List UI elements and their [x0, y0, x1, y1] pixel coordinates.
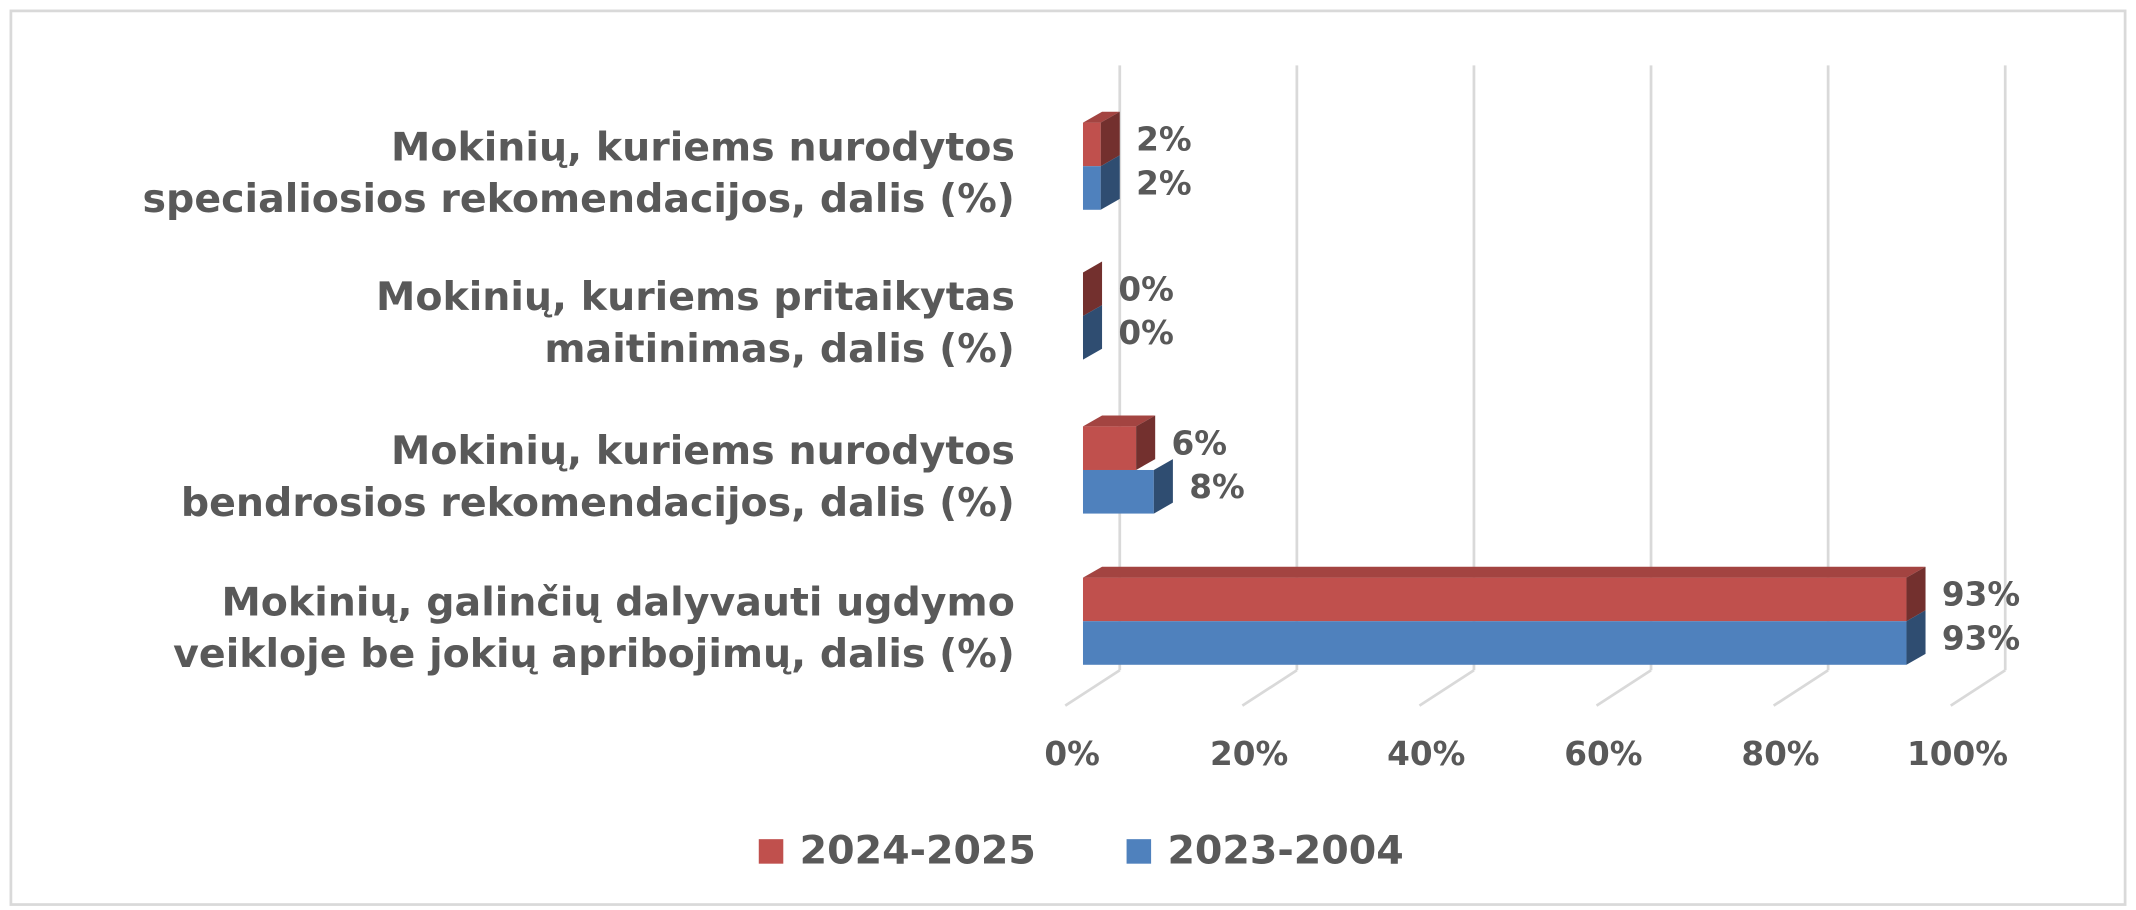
category-label: Mokinių, kuriems nurodytos — [391, 124, 1015, 170]
x-tick-label: 20% — [1210, 735, 1288, 773]
value-label: 6% — [1172, 424, 1227, 462]
bar-top — [1082, 415, 1156, 427]
value-label: 93% — [1942, 619, 2020, 657]
legend-swatch — [758, 839, 784, 864]
x-tick-label: 0% — [1044, 735, 1099, 773]
value-label: 0% — [1118, 314, 1173, 352]
legend-label: 2023-2004 — [1167, 827, 1403, 873]
bar-top — [1082, 566, 1926, 578]
value-label: 0% — [1118, 271, 1173, 309]
category-label: veikloje be jokių apribojimų, dalis (%) — [173, 631, 1015, 677]
bar-side — [1082, 305, 1103, 360]
floor-line — [1241, 669, 1298, 707]
bar — [1082, 469, 1154, 514]
category-label: Mokinių, galinčių dalyvauti ugdymo — [221, 579, 1014, 625]
bar-side — [1082, 261, 1103, 317]
bar — [1082, 426, 1137, 470]
x-tick-label: 100% — [1907, 735, 2008, 773]
category-label: bendrosios rekomendacijos, dalis (%) — [181, 480, 1015, 526]
chart-frame — [9, 9, 2127, 906]
category-label: Mokinių, kuriems pritaikytas — [376, 274, 1015, 320]
value-label: 2% — [1136, 164, 1191, 202]
bar — [1082, 166, 1101, 210]
category-label: maitinimas, dalis (%) — [544, 326, 1014, 372]
value-label: 93% — [1942, 576, 2020, 614]
legend-label: 2024-2025 — [800, 827, 1036, 873]
legend-swatch — [1126, 839, 1152, 864]
bar — [1082, 577, 1907, 622]
x-tick-label: 80% — [1741, 735, 1819, 773]
bar-side — [1100, 155, 1120, 210]
bar — [1082, 621, 1907, 665]
floor-line — [1595, 669, 1652, 707]
floor-line — [1772, 669, 1829, 707]
bar-side — [1906, 610, 1926, 665]
category-label: specialiosios rekomendacijos, dalis (%) — [143, 176, 1015, 222]
floor-line — [1064, 669, 1121, 707]
bar-side — [1136, 415, 1156, 470]
bar-side — [1906, 566, 1926, 622]
x-tick-label: 60% — [1564, 735, 1642, 773]
floor-line — [1418, 669, 1475, 707]
bar-side — [1100, 111, 1120, 167]
bar-top — [1082, 111, 1120, 123]
value-label: 8% — [1189, 468, 1244, 506]
bar — [1082, 122, 1101, 167]
floor-line — [1949, 669, 2006, 707]
bar-side — [1153, 459, 1173, 514]
category-label: Mokinių, kuriems nurodytos — [391, 428, 1015, 474]
value-label: 2% — [1136, 121, 1191, 159]
x-tick-label: 40% — [1387, 735, 1465, 773]
